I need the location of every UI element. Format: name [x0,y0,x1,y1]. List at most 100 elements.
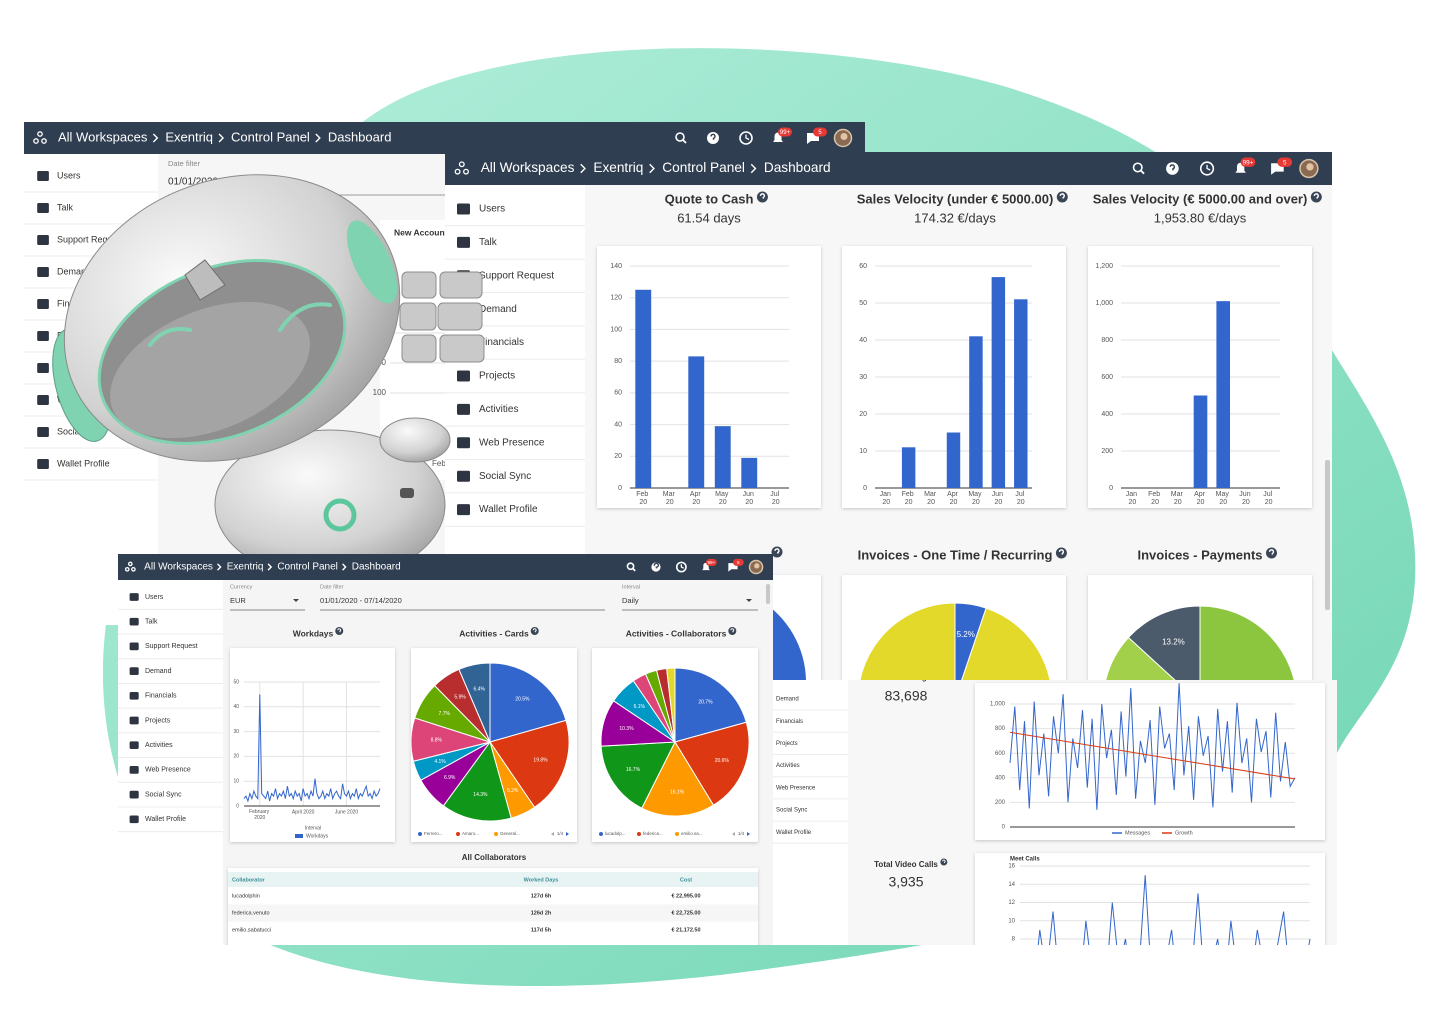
legend-prev [551,832,554,836]
legend-label: Ferrero... [424,831,443,836]
legend-dot [637,832,641,836]
menu-icon [37,171,49,181]
menu-item[interactable]: Wallet Profile [776,830,812,836]
menu-item[interactable]: Users [145,594,164,601]
robot-logo [323,498,357,532]
legend-dot [675,832,679,836]
legend-dot [418,832,422,836]
menu-item[interactable]: Demand [145,668,172,675]
search-icon [626,562,635,571]
chart-title: Workdays [293,628,334,638]
badge-count: 99+ [707,560,715,565]
x-tick-label: Jan 20 [1126,491,1139,506]
y-tick-label: 16 [1008,864,1015,870]
breadcrumb-chevron [315,133,321,143]
menu-icon [457,236,470,248]
breadcrumb-item: Dashboard [764,160,831,175]
filter-value[interactable]: 01/01/2020 - 07/14/2020 [320,596,402,605]
menu-item[interactable]: Talk [145,619,158,626]
menu-item[interactable]: Wallet Profile [479,504,538,515]
search-icon [1132,162,1143,173]
menu-item[interactable]: Activities [479,404,518,415]
bar [1216,301,1231,488]
avatar-face [840,133,848,140]
block [437,302,483,331]
y-tick-label: 0 [863,485,867,492]
menu-item[interactable]: Activities [776,763,800,769]
menu-icon [37,459,49,469]
menu-item[interactable]: Financials [479,337,524,348]
menu-item[interactable]: Demand [479,304,517,315]
filter-value[interactable]: Daily [622,596,639,605]
help-icon [1056,191,1068,203]
help-icon [940,858,948,866]
x-tick-label: Jul 20 [1015,491,1026,506]
slice-label: 8.8% [431,738,443,744]
help-button-glyph [1169,164,1175,171]
menu-item[interactable]: Talk [57,202,74,212]
breadcrumb-chevron [217,563,222,571]
menu-item[interactable]: Talk [479,237,498,248]
x-tick-label: Jul 20 [1263,491,1274,506]
legend-next[interactable] [566,832,569,836]
menu-item[interactable]: Projects [479,371,515,382]
pie-slice [666,667,676,743]
menu-item[interactable]: Projects [776,741,798,747]
breadcrumb-item: All Workspaces [58,129,148,144]
menu-icon [457,470,470,482]
table-cell: € 21,172.50 [671,927,700,933]
menu-item[interactable]: Social Sync [479,471,531,482]
menu-item[interactable]: Support Request [57,234,125,244]
menu-icon [129,642,139,651]
help-icon [1266,547,1277,559]
menu-item[interactable]: Web Presence [145,767,191,774]
menu-item[interactable]: Financials [145,693,177,700]
menu-item[interactable]: Demand [57,266,91,276]
menu-icon [129,741,139,750]
menu-item[interactable]: Support Request [145,643,198,650]
clock-icon [739,131,753,145]
breadcrumb-chevron [580,163,586,174]
x-tick-label: Jul 20 [770,491,781,506]
menu-item[interactable]: Social Sync [776,808,807,814]
menu-item[interactable]: Support Request [479,270,554,281]
logo-dot [41,138,47,144]
filter-value[interactable]: EUR [230,596,246,605]
logo-dot [454,168,461,175]
y-tick-label: 40 [614,421,622,428]
speech-blocks [399,271,485,363]
breadcrumb-chevron [152,133,159,143]
menu-item[interactable]: Web Presence [479,437,545,448]
badge-count: 5 [737,560,740,565]
legend-label: General... [500,831,520,836]
x-tick-label: Feb 20 [636,491,650,506]
menu-item[interactable]: Projects [145,717,171,724]
table-cell: € 22,725.00 [671,910,700,916]
x-tick-label: Feb [432,459,446,468]
help-icon [1310,191,1322,203]
menu-item[interactable]: Wallet Profile [57,458,110,468]
menu-item[interactable]: Users [57,170,81,180]
menu-item[interactable]: Financials [776,719,803,725]
menu-item[interactable]: Demand [776,697,799,703]
sidebar [770,680,848,945]
y-tick-label: 0 [618,485,622,492]
menu-icon [37,299,49,309]
x-tick-label: Jan 20 [880,491,893,506]
help-icon [335,627,344,635]
menu-item[interactable]: Users [479,204,505,215]
bar [1193,395,1208,488]
menu-item[interactable]: Activities [145,742,173,749]
legend-next[interactable] [747,832,750,836]
clock-icon [675,561,687,573]
y-tick-label: 120 [610,295,622,302]
menu-item[interactable]: Web Presence [776,785,816,791]
y-tick-label: 800 [995,726,1006,732]
menu-item[interactable]: Social Sync [145,791,182,798]
menu-icon [129,617,139,626]
slice-label: 20.6% [715,758,730,764]
menu-icon [37,395,49,405]
kpi-title: Sales Velocity (under € 5000.00) [857,191,1054,206]
menu-item[interactable]: Wallet Profile [145,816,186,823]
robot-ear [346,220,398,304]
